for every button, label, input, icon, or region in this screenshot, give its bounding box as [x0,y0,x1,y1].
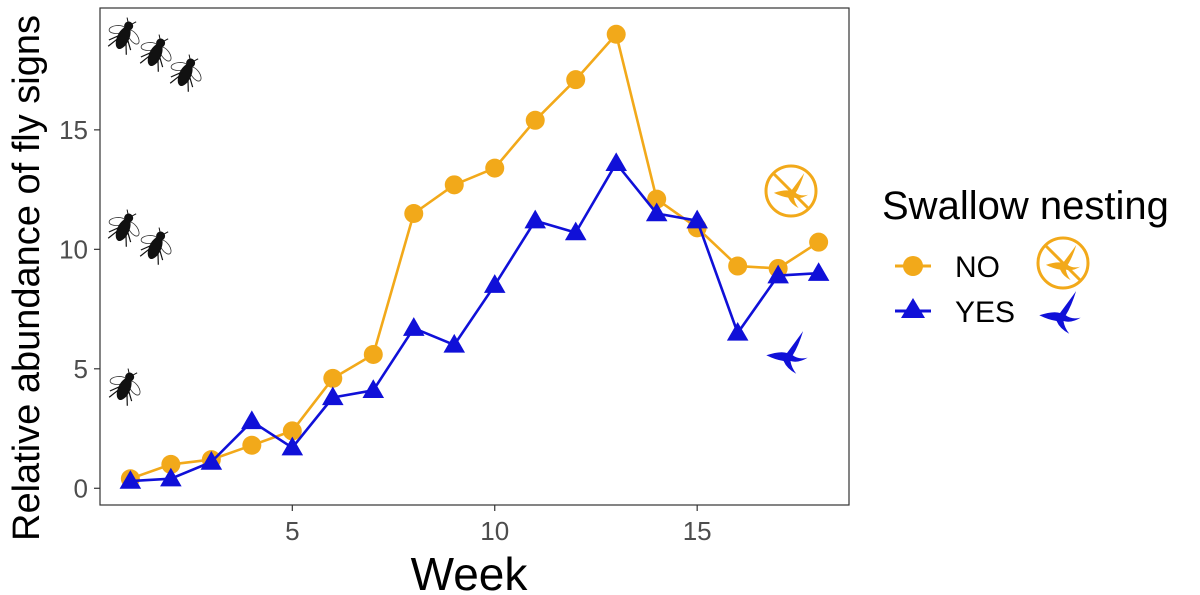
x-axis: 5 10 15 [285,505,712,546]
data-point [483,274,506,293]
plot-panel [99,7,850,506]
data-point [200,450,223,470]
data-point [161,454,181,474]
y-axis: 0 5 10 15 [59,115,100,503]
data-point [645,202,668,222]
data-point [606,24,626,44]
y-tick-label: 15 [59,115,88,145]
legend-item-yes: YES [895,291,1081,334]
x-axis-title: Week [411,548,529,595]
data-point [363,344,383,364]
legend-label-yes: YES [955,296,1015,329]
data-point [362,379,385,399]
data-point [647,189,667,209]
crossed-out-swallow-icon [1036,236,1090,290]
data-point [686,209,708,229]
legend-label-no: NO [955,251,1000,284]
y-tick-label: 10 [59,234,88,264]
data-point [281,436,304,456]
y-tick-label: 0 [74,473,88,503]
data-point [119,470,142,489]
swallow-icon [1039,291,1081,334]
data-point [485,158,505,178]
data-point [767,264,789,284]
legend-item-no: NO [895,236,1090,290]
data-point [726,321,749,341]
data-point [524,209,547,229]
data-point [242,435,262,455]
x-tick-label: 15 [683,516,712,546]
x-tick-label: 10 [480,516,509,546]
panel-crossed-swallow-icon [764,164,818,218]
y-axis-title: Relative abundance of fly signs [6,15,48,541]
data-point [282,421,302,441]
data-point [444,175,464,195]
series-layer [119,24,830,489]
data-point [241,410,263,430]
x-tick-label: 5 [285,516,299,546]
data-point [443,333,466,353]
data-point [404,203,424,223]
data-point [322,386,344,406]
legend: Swallow nesting NO YES [882,184,1169,334]
data-point [323,368,343,388]
data-point [605,152,627,172]
data-point [807,262,830,281]
legend-title: Swallow nesting [882,184,1169,228]
data-point [809,232,829,252]
data-point [728,256,748,276]
series-yes [119,152,830,489]
y-tick-label: 5 [74,354,88,384]
data-point [566,70,586,90]
data-point [525,110,545,130]
data-point [160,467,182,487]
data-point [564,221,587,241]
data-point [402,317,425,336]
